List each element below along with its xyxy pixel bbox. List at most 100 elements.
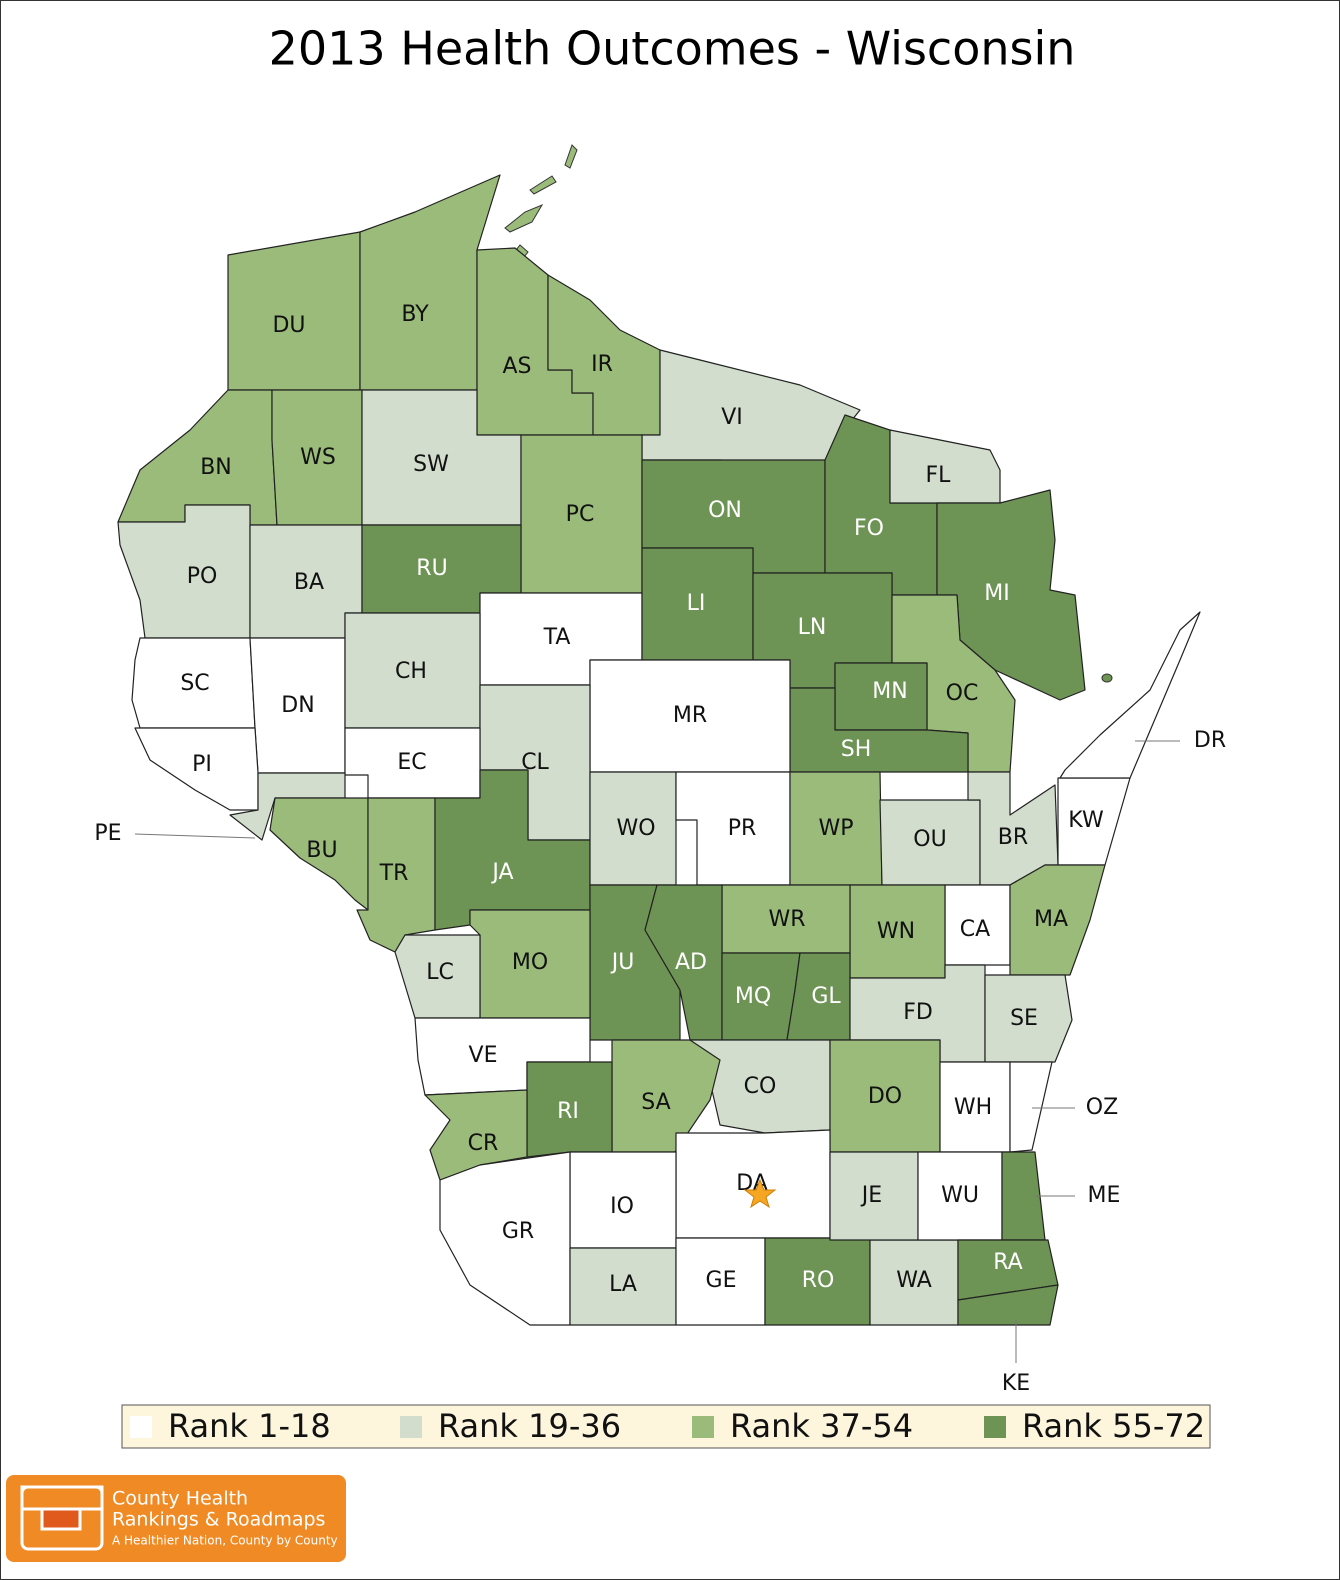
county-label: SA	[641, 1090, 670, 1115]
legend-box	[121, 1404, 1211, 1449]
county-label: FL	[926, 463, 952, 488]
county-label: OZ	[1086, 1095, 1118, 1120]
county-label: LI	[687, 591, 706, 616]
county-label: KW	[1068, 808, 1104, 833]
county-label: SE	[1010, 1006, 1038, 1031]
county-label: WU	[941, 1183, 979, 1208]
county	[1009, 1061, 1053, 1153]
county-label: BU	[306, 838, 337, 863]
county	[984, 974, 1073, 1063]
logo-text: County Health	[112, 1488, 248, 1510]
county-label: BR	[998, 825, 1028, 850]
map-title: 2013 Health Outcomes - Wisconsin	[269, 22, 1076, 76]
counties	[117, 174, 1201, 1326]
county-label: LN	[798, 615, 827, 640]
county-label: VI	[721, 405, 743, 430]
county-label: RA	[993, 1250, 1022, 1275]
county-label: CA	[960, 917, 990, 942]
county	[439, 1151, 571, 1326]
county-label: ON	[708, 498, 742, 523]
county-label: SH	[841, 737, 872, 762]
county-label: WN	[877, 919, 915, 944]
county-label: IO	[610, 1194, 634, 1219]
legend-label: Rank 19-36	[438, 1407, 621, 1445]
county-label: JU	[610, 950, 635, 975]
county-label: LA	[609, 1272, 637, 1297]
county-label: MI	[984, 581, 1009, 606]
county-label: RO	[802, 1268, 835, 1293]
county-label: FO	[854, 516, 884, 541]
logo-tagline: A Healthier Nation, County by County	[112, 1534, 338, 1548]
logo-background	[6, 1475, 346, 1562]
county-label: CL	[521, 750, 549, 775]
legend-swatch	[400, 1416, 422, 1438]
county-label: DU	[272, 313, 305, 338]
county-label: JA	[490, 860, 513, 885]
county-label: MA	[1034, 907, 1068, 932]
leader-line	[134, 833, 256, 839]
county-label: TA	[543, 625, 571, 650]
county-label: BN	[200, 455, 232, 480]
legend-swatch	[692, 1416, 714, 1438]
county	[134, 727, 259, 811]
county-label: MN	[872, 679, 907, 704]
county	[229, 772, 346, 841]
county	[227, 231, 361, 391]
logo-icon	[40, 1507, 82, 1531]
county-label: MO	[512, 950, 548, 975]
capital-star	[743, 1178, 777, 1209]
county-label: PC	[566, 502, 595, 527]
county-label: OU	[913, 827, 946, 852]
county-label: RU	[416, 556, 447, 581]
county	[957, 1284, 1059, 1326]
county-label: WP	[818, 816, 853, 841]
county	[889, 429, 1001, 504]
county-label: CR	[468, 1131, 499, 1156]
logo: County Health Rankings & Roadmaps A Heal…	[6, 1475, 346, 1562]
county-label: DR	[1194, 728, 1226, 753]
legend: Rank 1-18 Rank 19-36 Rank 37-54 Rank 55-72	[121, 1404, 1211, 1449]
county-label: SW	[413, 452, 449, 477]
county-label: PI	[192, 752, 212, 777]
legend-label: Rank 55-72	[1022, 1407, 1205, 1445]
county-label: LC	[426, 960, 454, 985]
county-label: WA	[896, 1268, 932, 1293]
legend-swatch	[130, 1416, 152, 1438]
county-label: TR	[379, 861, 409, 886]
county-label: CH	[395, 659, 427, 684]
county-label: JE	[860, 1183, 882, 1208]
legend-label: Rank 37-54	[730, 1407, 913, 1445]
county-label: KE	[1002, 1371, 1030, 1396]
county-label: OC	[946, 681, 979, 706]
county-label: IR	[591, 352, 613, 377]
county-label: PE	[94, 821, 121, 846]
county-label: WH	[954, 1095, 992, 1120]
county-label: PR	[728, 816, 757, 841]
county-label: VE	[469, 1043, 498, 1068]
county-label: AD	[675, 950, 707, 975]
county-label: WS	[300, 445, 336, 470]
county-label: EC	[397, 750, 426, 775]
county	[1059, 611, 1201, 779]
county-label: BA	[294, 570, 324, 595]
county-label: DO	[868, 1084, 902, 1109]
county-label: RI	[557, 1099, 579, 1124]
logo-text: Rankings & Roadmaps	[112, 1509, 325, 1531]
county-label: MR	[673, 703, 707, 728]
county-label: MQ	[735, 984, 771, 1009]
county-label: PO	[187, 564, 218, 589]
county-label: GL	[811, 984, 841, 1009]
county-label: GR	[502, 1219, 534, 1244]
county-label: ME	[1088, 1183, 1121, 1208]
county-label: FD	[903, 1000, 933, 1025]
legend-swatch	[984, 1416, 1006, 1438]
county-label: BY	[401, 302, 429, 327]
county-label: AS	[502, 354, 531, 379]
county-label: DN	[281, 693, 314, 718]
county-label: SC	[180, 671, 209, 696]
county-label: GE	[706, 1268, 737, 1293]
county-label: CO	[744, 1074, 777, 1099]
county-labels: DU BY AS IR VI BN WS SW PC ON FO FL MI PO BA RU TA LI LN OC…	[94, 302, 1226, 1396]
legend-label: Rank 1-18	[168, 1407, 331, 1445]
